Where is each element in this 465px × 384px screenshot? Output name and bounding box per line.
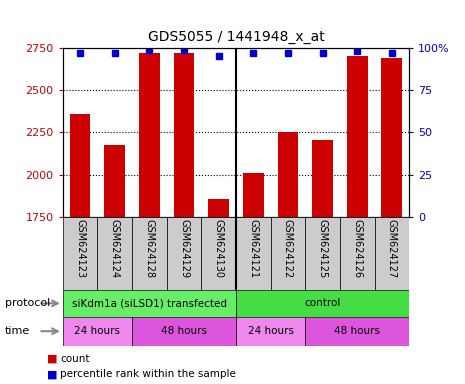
Bar [271,217,305,290]
Text: 24 hours: 24 hours [74,326,120,336]
Text: 48 hours: 48 hours [334,326,380,336]
Bar [63,217,98,290]
Bar [98,217,132,290]
Bar [208,199,229,217]
Bar [340,217,374,290]
Bar [305,217,340,290]
Bar [139,53,160,217]
Bar [132,217,166,290]
Bar [236,290,409,317]
Text: GSM624126: GSM624126 [352,219,362,278]
Text: GSM624127: GSM624127 [387,219,397,278]
Bar [201,217,236,290]
Bar [173,53,194,217]
Bar [243,173,264,217]
Bar [305,317,409,346]
Text: GSM624124: GSM624124 [110,219,120,278]
Text: GSM624121: GSM624121 [248,219,259,278]
Text: ■: ■ [46,369,57,379]
Text: GSM624125: GSM624125 [318,219,328,278]
Text: ■: ■ [46,354,57,364]
Bar [104,145,125,217]
Bar [236,317,305,346]
Bar [167,217,201,290]
Text: time: time [5,326,30,336]
Text: 24 hours: 24 hours [248,326,293,336]
Bar [63,290,236,317]
Bar [278,132,299,217]
Bar [375,217,409,290]
Title: GDS5055 / 1441948_x_at: GDS5055 / 1441948_x_at [147,30,325,44]
Text: GSM624122: GSM624122 [283,219,293,278]
Text: siKdm1a (siLSD1) transfected: siKdm1a (siLSD1) transfected [72,298,227,308]
Bar [70,114,91,217]
Bar [132,317,236,346]
Text: GSM624130: GSM624130 [213,219,224,278]
Bar [312,140,333,217]
Text: count: count [60,354,90,364]
Text: GSM624128: GSM624128 [144,219,154,278]
Bar [347,56,368,217]
Text: control: control [305,298,341,308]
Text: 48 hours: 48 hours [161,326,207,336]
Bar [236,217,271,290]
Text: percentile rank within the sample: percentile rank within the sample [60,369,236,379]
Text: protocol: protocol [5,298,50,308]
Text: GSM624129: GSM624129 [179,219,189,278]
Text: GSM624123: GSM624123 [75,219,85,278]
Bar [63,317,132,346]
Bar [381,58,402,217]
